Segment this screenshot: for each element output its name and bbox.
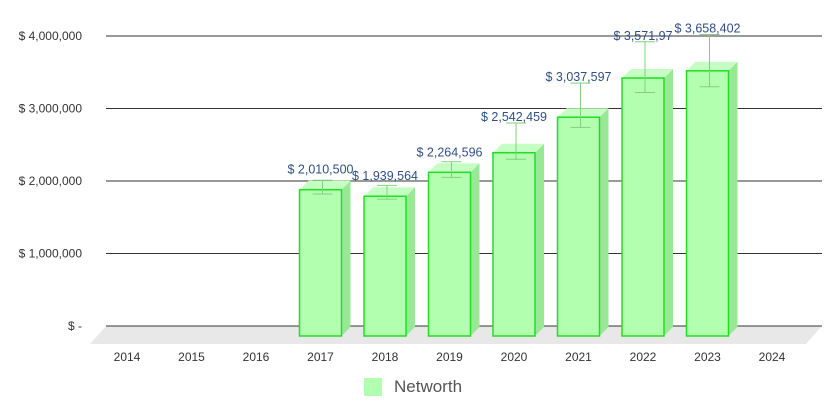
bar [492,151,536,337]
bar-side [535,143,544,336]
bar-side [664,69,673,337]
data-label: $ 2,542,459 [481,110,547,124]
y-tick-label: $ - [68,319,82,333]
legend[interactable]: Networth [364,376,462,398]
y-tick-label: $ 2,000,000 [19,174,83,188]
bar-side [728,61,738,337]
bar-side [470,163,480,336]
bar [363,195,407,337]
data-label: $ 2,010,500 [287,163,353,177]
bar [621,77,665,337]
data-label: $ 2,264,596 [416,145,482,159]
x-tick-label: 2015 [178,350,205,364]
bar-top [622,69,673,79]
x-tick-label: 2021 [565,350,592,364]
x-tick-label: 2017 [307,350,334,364]
y-tick-label: $ 3,000,000 [19,102,83,116]
legend-label: Networth [394,377,463,396]
x-tick-label: 2018 [372,350,399,364]
data-label: $ 3,658,402 [674,22,740,36]
y-tick-label: $ 1,000,000 [19,247,83,261]
y-tick-label: $ 4,000,000 [19,29,83,43]
x-tick-label: 2014 [114,350,141,364]
bar-top [493,143,544,153]
data-label: $ 3,037,597 [545,70,611,84]
bar [685,70,730,337]
x-tick-label: 2022 [630,350,657,364]
data-label: $ 1,939,564 [352,169,418,183]
x-tick-label: 2023 [694,350,721,364]
x-tick-label: 2019 [436,350,463,364]
bar [298,188,343,337]
legend-swatch [364,378,382,396]
bar-side [341,180,351,336]
bar-top [557,108,609,118]
bar [427,171,472,337]
x-tick-label: 2016 [243,350,270,364]
bar-top [299,180,351,190]
x-tick-label: 2024 [759,350,786,364]
bar-top [686,61,738,71]
x-tick-label: 2020 [501,350,528,364]
data-label: $ 3,571,97 [613,29,672,43]
bar-side [406,187,415,336]
bar-top [364,187,415,197]
bar-side [599,108,609,336]
bar [556,116,601,337]
bar-top [428,163,480,173]
